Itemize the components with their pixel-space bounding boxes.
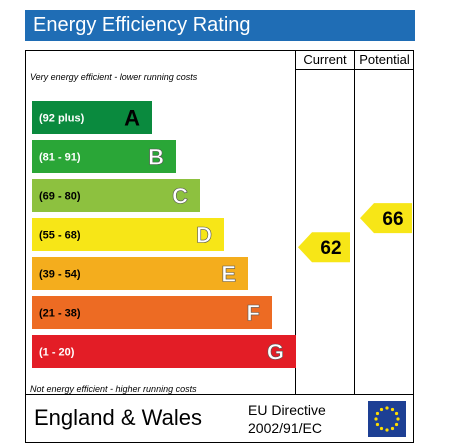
band-range-f: (21 - 38): [39, 308, 81, 320]
band-bar-b: [32, 140, 176, 173]
eu-star-icon: [379, 426, 384, 431]
column-header-divider: [295, 69, 414, 70]
rating-chart-frame: Current Potential Very energy efficient …: [25, 50, 414, 395]
eu-star-icon: [385, 428, 389, 432]
band-letter-a: A: [124, 106, 140, 131]
eu-star-icon: [375, 411, 380, 416]
eu-flag-icon: [368, 401, 406, 437]
current-rating-value: 62: [320, 238, 341, 259]
eu-star-icon: [390, 426, 395, 431]
eu-star-icon: [396, 417, 400, 421]
footer: England & Wales EU Directive 2002/91/EC: [25, 395, 414, 443]
footer-directive: EU Directive 2002/91/EC: [248, 401, 326, 437]
page-title: Energy Efficiency Rating: [25, 10, 415, 41]
band-letter-b: B: [148, 145, 164, 170]
eu-star-icon: [394, 422, 399, 427]
band-letter-c: C: [172, 184, 188, 209]
directive-line-1: EU Directive: [248, 402, 326, 418]
potential-column-header: Potential: [359, 52, 410, 67]
current-column-divider: [295, 51, 296, 394]
footer-region: England & Wales: [34, 405, 202, 430]
potential-rating-arrow: [360, 203, 412, 234]
band-letter-g: G: [267, 340, 284, 365]
band-bar-f: [32, 296, 272, 329]
eu-star-icon: [379, 407, 384, 412]
band-bar-e: [32, 257, 248, 290]
band-range-d: (55 - 68): [39, 230, 81, 242]
directive-line-2: 2002/91/EC: [248, 420, 322, 436]
eu-star-icon: [390, 407, 395, 412]
band-bar-g: [32, 335, 296, 368]
band-bar-c: [32, 179, 200, 212]
band-range-b: (81 - 91): [39, 152, 81, 164]
potential-column-divider: [354, 51, 355, 394]
current-rating-arrow: [298, 232, 350, 263]
band-range-g: (1 - 20): [39, 347, 75, 359]
band-bar-a: [32, 101, 152, 134]
inefficient-note: Not energy efficient - higher running co…: [30, 384, 197, 394]
band-letter-f: F: [247, 301, 260, 326]
band-range-c: (69 - 80): [39, 191, 81, 203]
band-letter-e: E: [221, 262, 236, 287]
current-column-header: Current: [303, 52, 347, 67]
eu-star-icon: [375, 422, 380, 427]
eu-star-icon: [374, 417, 378, 421]
eu-star-icon: [394, 411, 399, 416]
potential-rating-value: 66: [382, 209, 403, 230]
efficient-note: Very energy efficient - lower running co…: [30, 72, 198, 82]
band-range-a: (92 plus): [39, 113, 85, 125]
band-letter-d: D: [196, 223, 212, 248]
eu-star-icon: [385, 406, 389, 410]
band-bar-d: [32, 218, 224, 251]
band-range-e: (39 - 54): [39, 269, 81, 281]
